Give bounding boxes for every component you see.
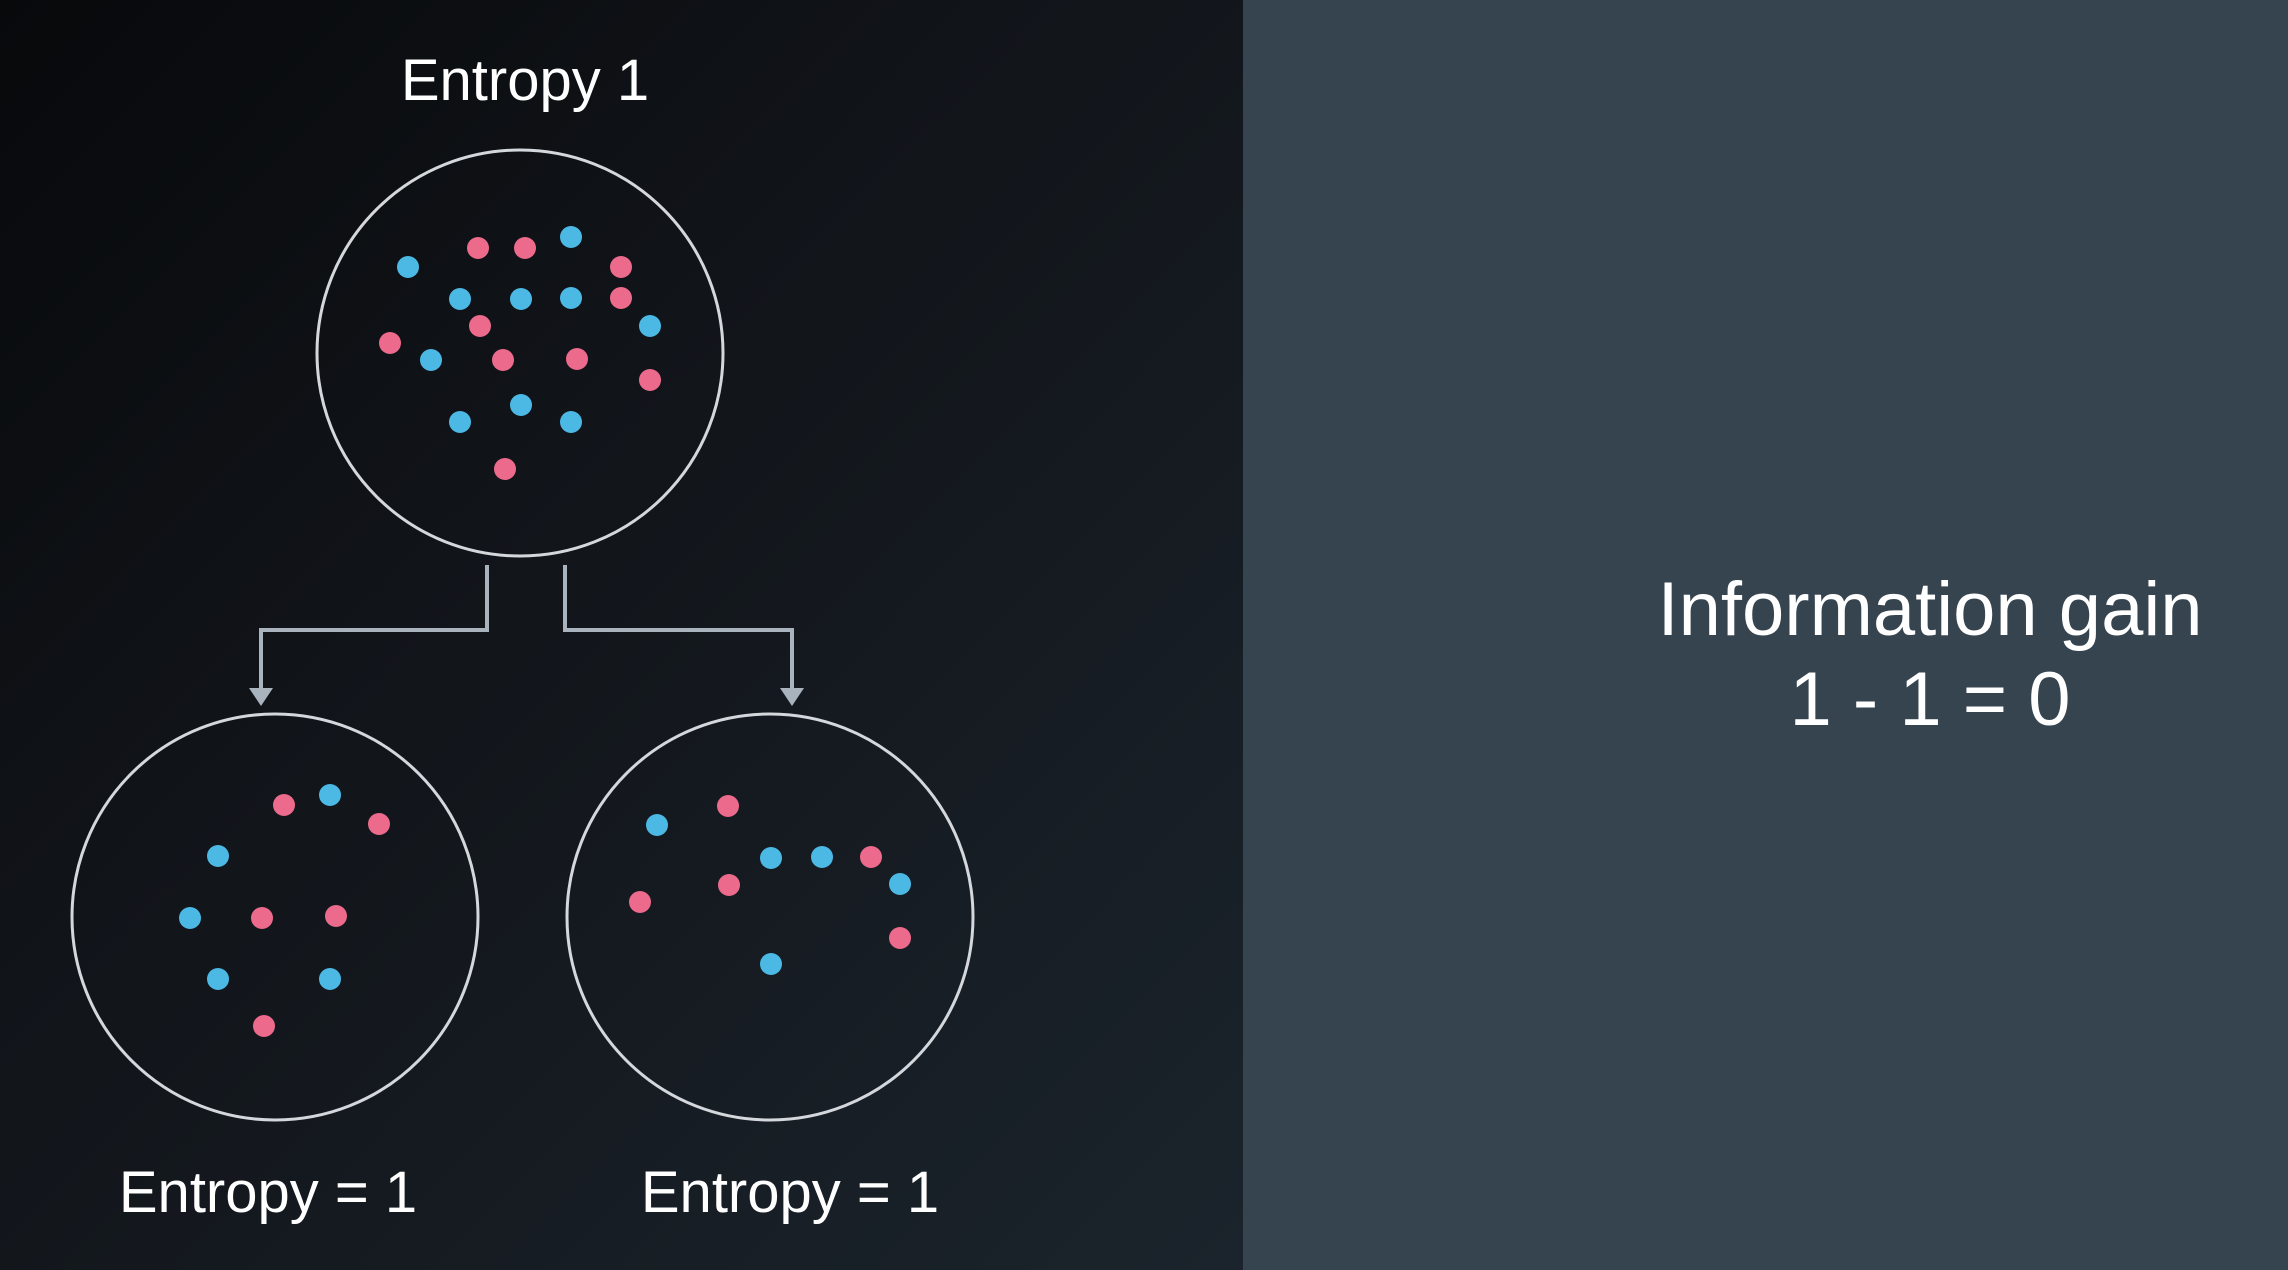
left-child-pink-dot: [253, 1015, 275, 1037]
parent-pink-dot: [610, 287, 632, 309]
left-arrowhead: [249, 688, 273, 706]
information-gain-title: Information gain: [1657, 567, 2203, 652]
parent-blue-dot: [639, 315, 661, 337]
left-split-arrow: [259, 565, 489, 692]
right-child-blue-dot: [760, 847, 782, 869]
right-child-entropy-label: Entropy = 1: [640, 1160, 940, 1225]
right-child-blue-dot: [646, 814, 668, 836]
decision-split-diagram: [70, 148, 975, 1122]
parent-pink-dot: [492, 349, 514, 371]
left-child-blue-dot: [179, 907, 201, 929]
right-child-pink-dot: [717, 795, 739, 817]
parent-blue-dot: [510, 288, 532, 310]
parent-pink-dot: [514, 237, 536, 259]
information-gain-block: Information gain 1 - 1 = 0: [1658, 565, 2203, 745]
left-child-pink-dot: [368, 813, 390, 835]
left-child-entropy-label: Entropy = 1: [118, 1160, 418, 1225]
parent-blue-dot: [449, 288, 471, 310]
parent-blue-dot: [560, 411, 582, 433]
parent-blue-dot: [420, 349, 442, 371]
left-child-node-circle: [70, 712, 480, 1122]
information-gain-formula: 1 - 1 = 0: [1789, 657, 2071, 742]
parent-pink-dot: [566, 348, 588, 370]
parent-blue-dot: [510, 394, 532, 416]
parent-pink-dot: [469, 315, 491, 337]
parent-blue-dot: [560, 226, 582, 248]
right-child-blue-dot: [760, 953, 782, 975]
right-child-pink-dot: [860, 846, 882, 868]
right-child-pink-dot: [718, 874, 740, 896]
left-child-pink-dot: [251, 907, 273, 929]
left-child-blue-dot: [207, 845, 229, 867]
right-child-blue-dot: [889, 873, 911, 895]
parent-pink-dot: [379, 332, 401, 354]
parent-blue-dot: [449, 411, 471, 433]
right-child-node-circle: [565, 712, 975, 1122]
parent-pink-dot: [467, 237, 489, 259]
parent-pink-dot: [494, 458, 516, 480]
parent-entropy-label: Entropy 1: [400, 48, 650, 113]
left-child-pink-dot: [325, 905, 347, 927]
right-child-pink-dot: [629, 891, 651, 913]
left-child-blue-dot: [319, 968, 341, 990]
parent-pink-dot: [639, 369, 661, 391]
parent-blue-dot: [560, 287, 582, 309]
right-arrowhead: [780, 688, 804, 706]
parent-blue-dot: [397, 256, 419, 278]
parent-node-circle: [315, 148, 725, 558]
diagram-panel: [0, 0, 1243, 1270]
right-child-pink-dot: [889, 927, 911, 949]
parent-pink-dot: [610, 256, 632, 278]
right-child-blue-dot: [811, 846, 833, 868]
left-child-pink-dot: [273, 794, 295, 816]
left-child-blue-dot: [207, 968, 229, 990]
info-panel: [1243, 0, 2288, 1270]
left-child-blue-dot: [319, 784, 341, 806]
dots-layer: [179, 226, 911, 1037]
right-split-arrow: [563, 565, 794, 692]
